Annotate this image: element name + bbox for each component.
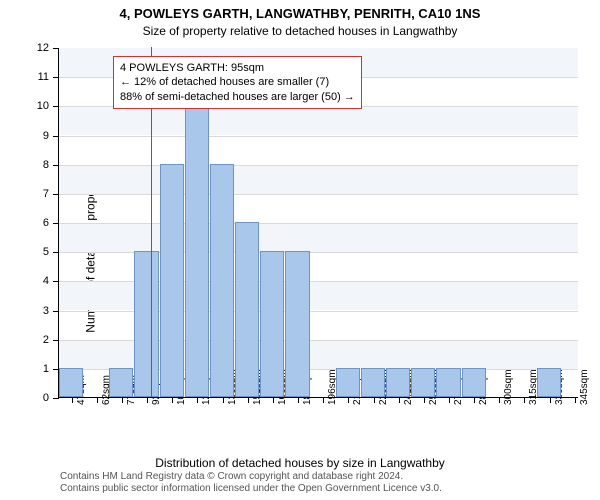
histogram-bar	[436, 368, 460, 397]
histogram-bar	[160, 164, 184, 397]
annotation-line: ← 12% of detached houses are smaller (7)	[120, 75, 355, 89]
y-tick-label: 5	[43, 246, 59, 258]
x-tick	[474, 397, 475, 403]
histogram-bar	[386, 368, 410, 397]
chart-subtitle: Size of property relative to detached ho…	[0, 24, 600, 38]
histogram-bar	[336, 368, 360, 397]
gridline	[59, 194, 578, 195]
attribution-text: Contains HM Land Registry data © Crown c…	[60, 471, 442, 495]
x-tick	[575, 397, 576, 403]
chart-container: { "title": "4, POWLEYS GARTH, LANGWATHBY…	[0, 0, 600, 500]
y-tick-label: 0	[43, 392, 59, 404]
x-tick	[424, 397, 425, 403]
grid-shade	[59, 106, 578, 135]
histogram-bar	[411, 368, 435, 397]
x-tick	[449, 397, 450, 403]
x-tick-label: 345sqm	[579, 369, 590, 405]
x-tick	[122, 397, 123, 403]
x-tick	[550, 397, 551, 403]
grid-shade	[59, 165, 578, 194]
x-tick	[72, 397, 73, 403]
x-tick	[348, 397, 349, 403]
histogram-bar	[59, 368, 83, 397]
y-tick-label: 3	[43, 305, 59, 317]
y-tick-label: 11	[38, 71, 59, 83]
y-tick-label: 6	[43, 217, 59, 229]
histogram-bar	[537, 368, 561, 397]
attribution-line: Contains HM Land Registry data © Crown c…	[60, 471, 442, 483]
x-tick	[298, 397, 299, 403]
plot-area: 012345678910111247sqm62sqm77sqm92sqm107s…	[58, 48, 578, 398]
attribution-line: Contains public sector information licen…	[60, 483, 442, 495]
histogram-bar	[260, 251, 284, 397]
histogram-bar	[185, 105, 209, 397]
histogram-bar	[134, 251, 158, 397]
x-tick	[399, 397, 400, 403]
annotation-line: 88% of semi-detached houses are larger (…	[120, 90, 355, 104]
y-tick-label: 12	[37, 42, 59, 54]
x-tick-label: 300sqm	[503, 369, 514, 405]
y-tick-label: 2	[43, 334, 59, 346]
annotation-line: 4 POWLEYS GARTH: 95sqm	[120, 61, 355, 75]
y-tick-label: 7	[43, 188, 59, 200]
y-tick-label: 10	[37, 100, 59, 112]
annotation-box: 4 POWLEYS GARTH: 95sqm← 12% of detached …	[113, 56, 362, 109]
x-axis-label: Distribution of detached houses by size …	[0, 456, 600, 470]
gridline	[59, 223, 578, 224]
x-tick	[172, 397, 173, 403]
gridline	[59, 136, 578, 137]
x-tick	[197, 397, 198, 403]
x-tick	[524, 397, 525, 403]
histogram-bar	[235, 222, 259, 397]
y-tick-label: 8	[43, 159, 59, 171]
gridline	[59, 165, 578, 166]
y-tick-label: 1	[43, 363, 59, 375]
y-tick-label: 9	[43, 130, 59, 142]
chart-title: 4, POWLEYS GARTH, LANGWATHBY, PENRITH, C…	[0, 6, 600, 21]
grid-shade	[59, 223, 578, 252]
histogram-bar	[361, 368, 385, 397]
x-tick	[97, 397, 98, 403]
x-tick	[273, 397, 274, 403]
histogram-bar	[462, 368, 486, 397]
x-tick	[374, 397, 375, 403]
histogram-bar	[285, 251, 309, 397]
x-tick	[223, 397, 224, 403]
x-tick	[248, 397, 249, 403]
x-tick	[147, 397, 148, 403]
histogram-bar	[210, 164, 234, 397]
y-tick-label: 4	[43, 275, 59, 287]
x-tick	[499, 397, 500, 403]
x-tick	[323, 397, 324, 403]
histogram-bar	[109, 368, 133, 397]
